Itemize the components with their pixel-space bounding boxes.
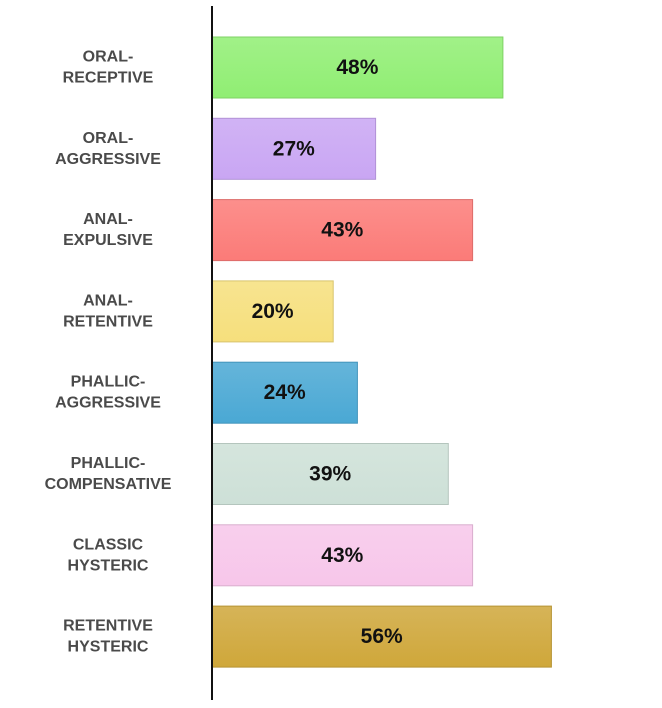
category-label-6-line-0: CLASSIC [73, 536, 144, 553]
category-label-2-line-1: EXPULSIVE [63, 232, 153, 249]
category-label-2-line-0: ANAL- [83, 211, 133, 228]
category-label-0-line-0: ORAL- [83, 49, 134, 66]
category-label-6-line-1: HYSTERIC [68, 557, 149, 574]
category-label-4-line-1: AGGRESSIVE [55, 395, 161, 412]
bar-1 [211, 117, 377, 180]
category-label-0-line-1: RECEPTIVE [63, 70, 154, 87]
category-label-7-line-0: RETENTIVE [63, 618, 153, 635]
bar-3 [211, 280, 334, 343]
bar-value-label-5: 39% [309, 463, 351, 486]
bar-7 [211, 605, 552, 668]
bar-value-label-6: 43% [321, 544, 363, 567]
bar-value-label-0: 48% [336, 56, 378, 79]
category-label-1-line-1: AGGRESSIVE [55, 151, 161, 168]
bar-value-label-1: 27% [273, 137, 315, 160]
bar-4 [211, 361, 358, 424]
bar-2 [211, 199, 474, 262]
category-labels: ORAL- RECEPTIVE ORAL- AGGRESSIVE ANAL- EXPULS… [45, 49, 172, 656]
bar-value-label-2: 43% [321, 219, 363, 242]
category-label-7-line-1: HYSTERIC [68, 639, 149, 656]
category-label-3-line-1: RETENTIVE [63, 313, 153, 330]
category-label-4-line-0: PHALLIC- [71, 374, 146, 391]
bar-6 [211, 524, 474, 587]
bars: 48% 27% 43% 20% 24% 39% 43% 56% [211, 36, 552, 668]
bar-0 [211, 36, 504, 99]
category-label-5-line-0: PHALLIC- [71, 455, 146, 472]
bar-value-label-3: 20% [252, 300, 294, 323]
bar-5 [211, 443, 449, 505]
bar-value-label-7: 56% [361, 625, 403, 648]
category-label-5-line-1: COMPENSATIVE [45, 476, 172, 493]
bar-value-label-4: 24% [264, 381, 306, 404]
category-label-1-line-0: ORAL- [83, 130, 134, 147]
category-label-3-line-0: ANAL- [83, 292, 133, 309]
